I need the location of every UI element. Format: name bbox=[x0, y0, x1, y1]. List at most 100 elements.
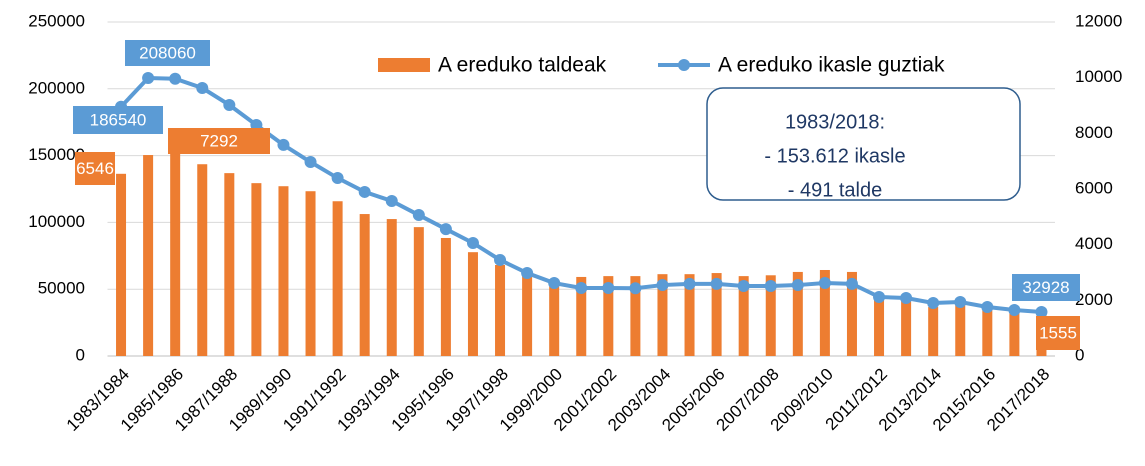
point bbox=[602, 281, 615, 294]
point bbox=[385, 195, 398, 208]
y2-tick-label: 6000 bbox=[1075, 178, 1113, 197]
point bbox=[791, 279, 804, 292]
point bbox=[494, 253, 507, 266]
point bbox=[954, 296, 967, 309]
bar bbox=[955, 303, 966, 356]
y2-tick-label: 8000 bbox=[1075, 123, 1113, 142]
bar bbox=[1009, 312, 1020, 356]
point bbox=[683, 277, 696, 290]
point bbox=[818, 277, 831, 290]
point bbox=[169, 72, 182, 85]
point bbox=[927, 296, 940, 309]
bar bbox=[386, 219, 397, 356]
point bbox=[358, 185, 371, 198]
data-label-box bbox=[168, 128, 270, 154]
annotation-text: 1983/2018: bbox=[785, 111, 885, 133]
point bbox=[981, 300, 994, 313]
bar bbox=[332, 201, 343, 356]
bar bbox=[522, 276, 533, 356]
bar bbox=[549, 283, 560, 356]
point bbox=[466, 236, 479, 249]
data-label: 32928 bbox=[1022, 278, 1069, 297]
y-tick-label: 250000 bbox=[28, 11, 85, 30]
y2-tick-label: 12000 bbox=[1075, 11, 1122, 30]
point bbox=[412, 209, 425, 222]
point bbox=[439, 223, 452, 236]
point bbox=[521, 267, 534, 280]
point bbox=[142, 72, 155, 85]
data-label-box bbox=[73, 106, 163, 134]
bar bbox=[846, 271, 857, 356]
bar bbox=[684, 274, 695, 356]
point bbox=[331, 172, 344, 185]
bar bbox=[197, 164, 208, 356]
y2-tick-label: 0 bbox=[1075, 345, 1084, 364]
data-label: 6546 bbox=[76, 159, 114, 178]
point bbox=[873, 290, 886, 303]
bar bbox=[711, 273, 722, 356]
bar bbox=[792, 271, 803, 356]
bar bbox=[819, 269, 830, 356]
bar bbox=[170, 153, 181, 356]
data-label-box bbox=[1036, 316, 1080, 350]
bar bbox=[251, 183, 262, 356]
bar bbox=[874, 298, 885, 356]
bar bbox=[440, 237, 451, 356]
data-label-box bbox=[125, 40, 210, 66]
y-tick-label: 150000 bbox=[28, 145, 85, 164]
point bbox=[575, 281, 588, 294]
y2-tick-label: 2000 bbox=[1075, 290, 1113, 309]
data-label: 208060 bbox=[139, 43, 196, 62]
data-label-box bbox=[1012, 274, 1080, 301]
y2-tick-label: 10000 bbox=[1075, 67, 1122, 86]
bar bbox=[738, 276, 749, 356]
point bbox=[764, 279, 777, 292]
y-tick-label: 100000 bbox=[28, 212, 85, 231]
y2-tick-label: 4000 bbox=[1075, 234, 1113, 253]
point bbox=[1008, 304, 1021, 317]
point bbox=[196, 81, 209, 94]
bar bbox=[495, 264, 506, 356]
point bbox=[656, 279, 669, 292]
point bbox=[710, 277, 723, 290]
y-tick-label: 0 bbox=[76, 345, 85, 364]
bar bbox=[630, 276, 641, 356]
annotation-text: - 491 talde bbox=[788, 179, 883, 201]
point bbox=[277, 138, 290, 151]
bar bbox=[901, 300, 912, 356]
bar bbox=[413, 227, 424, 356]
point bbox=[737, 279, 750, 292]
point bbox=[223, 98, 236, 111]
point bbox=[900, 292, 913, 305]
data-label: 1555 bbox=[1039, 323, 1077, 342]
bar bbox=[224, 173, 235, 356]
point bbox=[629, 282, 642, 295]
annotation-box bbox=[706, 87, 1021, 201]
point bbox=[548, 277, 561, 290]
point bbox=[304, 156, 317, 169]
point bbox=[845, 277, 858, 290]
bar bbox=[359, 214, 370, 356]
bar bbox=[982, 310, 993, 356]
bar bbox=[603, 276, 614, 356]
bar bbox=[278, 186, 289, 356]
legend-swatch bbox=[378, 58, 430, 72]
bar bbox=[305, 191, 316, 356]
bar bbox=[765, 275, 776, 356]
data-label-box bbox=[75, 152, 115, 185]
legend-label: A ereduko ikasle guztiak bbox=[718, 54, 945, 77]
bar bbox=[576, 276, 587, 356]
annotation-text: - 153.612 ikasle bbox=[764, 145, 905, 167]
bar bbox=[143, 155, 154, 356]
legend-marker bbox=[678, 59, 690, 71]
point bbox=[1035, 306, 1048, 319]
legend-label: A ereduko taldeak bbox=[438, 54, 607, 77]
y-tick-label: 50000 bbox=[38, 279, 85, 298]
y-tick-label: 200000 bbox=[28, 78, 85, 97]
data-label: 7292 bbox=[200, 131, 238, 150]
bar bbox=[467, 252, 478, 356]
data-label: 186540 bbox=[90, 110, 147, 129]
bar bbox=[116, 173, 127, 356]
bar bbox=[657, 274, 668, 356]
